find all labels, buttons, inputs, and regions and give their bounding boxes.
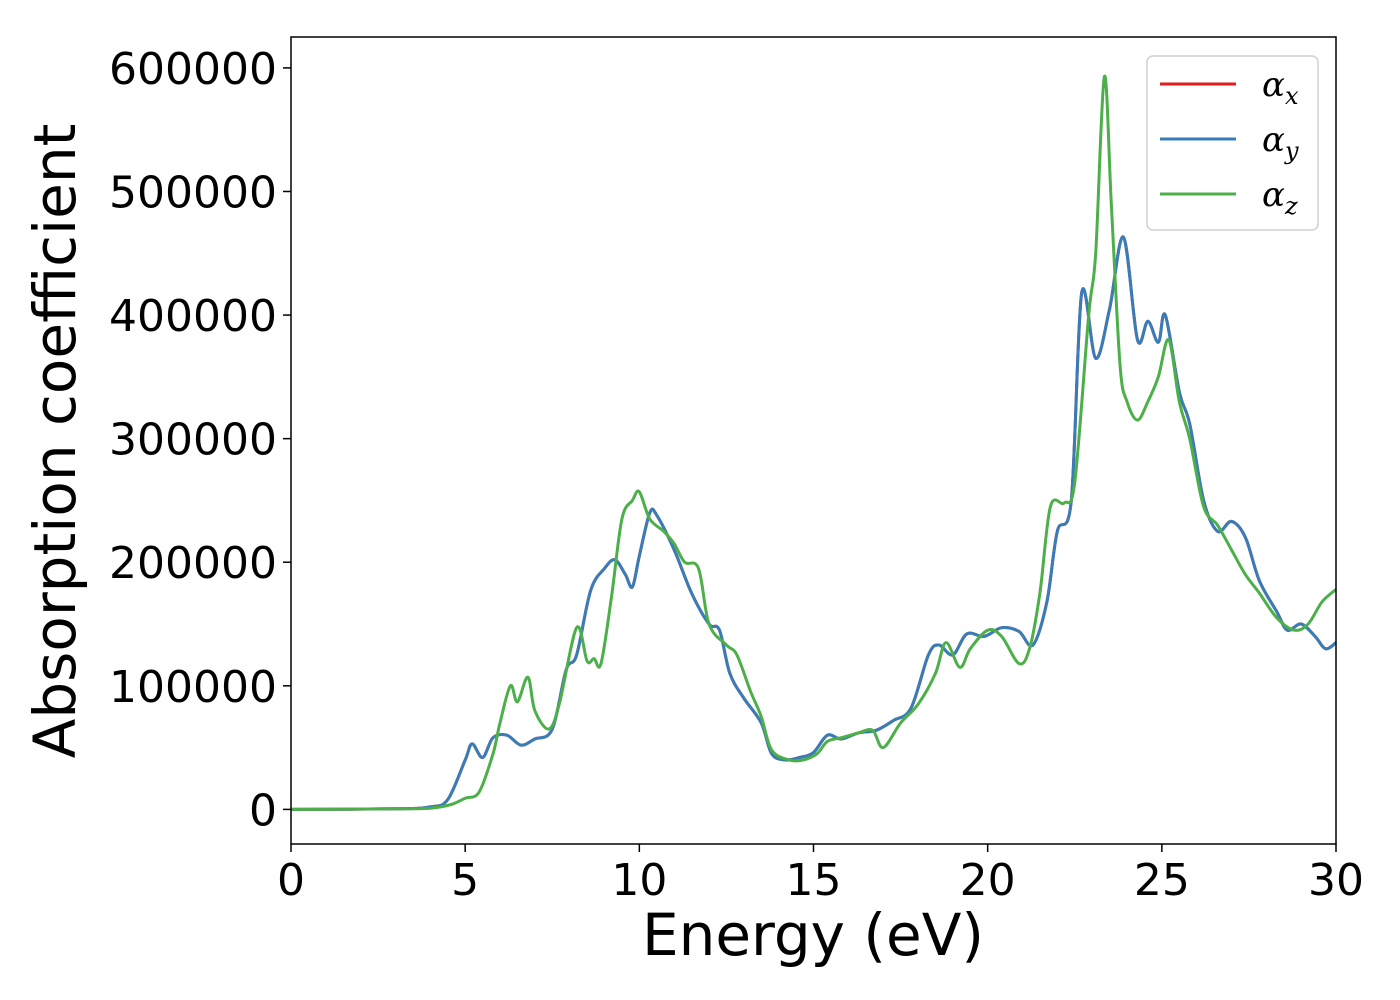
legend-box: [1146, 55, 1319, 231]
series-line-alpha-x: [291, 235, 1336, 811]
legend-label-alpha-y: αy: [1262, 120, 1299, 165]
x-axis-label: Energy (eV): [642, 901, 984, 969]
x-tick-label: 10: [611, 855, 667, 906]
y-tick-label: 200000: [109, 538, 277, 589]
y-tick-label: 400000: [109, 291, 277, 342]
x-tick-label: 25: [1134, 855, 1190, 906]
x-tick-label: 30: [1308, 855, 1364, 906]
legend: αx αy αz: [1146, 55, 1319, 231]
legend-label-alpha-x: αx: [1262, 65, 1299, 110]
y-tick-label: 0: [249, 785, 277, 836]
x-tick-label: 15: [786, 855, 842, 906]
x-tick-label: 5: [451, 855, 479, 906]
series-line-alpha-z: [291, 74, 1336, 811]
x-tick-label: 20: [960, 855, 1016, 906]
y-tick-label: 600000: [109, 44, 277, 95]
y-tick-label: 500000: [109, 167, 277, 218]
x-tick-label: 0: [277, 855, 305, 906]
y-tick-label: 100000: [109, 662, 277, 713]
y-axis-label: Absorption coefficient: [21, 124, 89, 759]
y-tick-label: 300000: [109, 415, 277, 466]
series-line-alpha-y: [291, 235, 1336, 811]
legend-label-alpha-z: αz: [1262, 175, 1298, 220]
